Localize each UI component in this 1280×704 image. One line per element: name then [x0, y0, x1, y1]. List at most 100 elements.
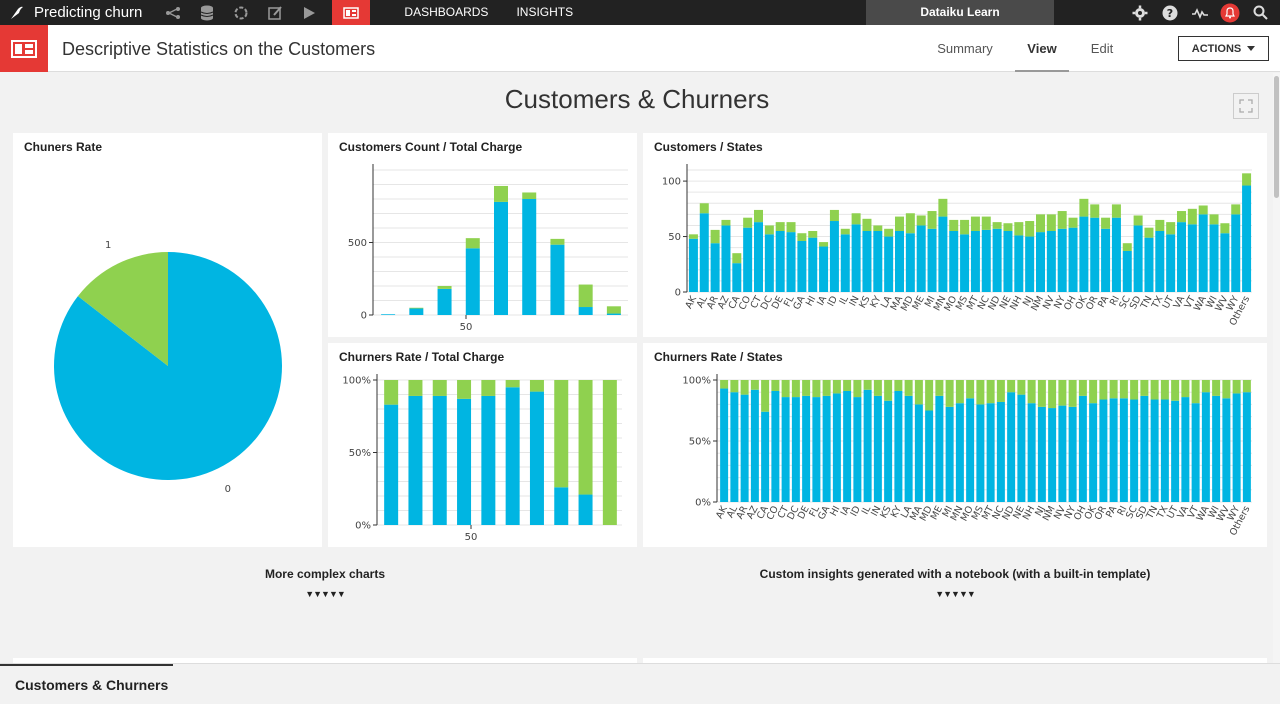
bar-segment — [1036, 232, 1045, 292]
datasets-icon[interactable] — [190, 0, 224, 25]
dashboard-icon[interactable] — [332, 0, 371, 25]
bar-segment — [949, 219, 959, 231]
bar-segment — [853, 397, 862, 502]
bar-segment — [1198, 214, 1208, 292]
bar-segment — [1027, 403, 1036, 502]
bar-segment — [925, 410, 934, 502]
x-tick-label: ID — [826, 294, 840, 308]
notebooks-icon[interactable] — [258, 0, 292, 25]
bar-segment — [1222, 398, 1231, 502]
gear-icon[interactable] — [1130, 3, 1150, 23]
bar-segment — [812, 380, 821, 398]
bar-segment — [895, 231, 904, 292]
x-tick-label: SC — [1117, 294, 1133, 311]
bar-segment — [522, 199, 537, 315]
bar-segment — [1068, 380, 1077, 407]
actions-button[interactable]: ACTIONS — [1178, 36, 1269, 61]
bar-segment — [884, 236, 894, 292]
bar-segment — [764, 234, 774, 292]
bar-segment — [761, 380, 770, 412]
tab-summary[interactable]: Summary — [937, 41, 993, 56]
fullscreen-button[interactable] — [1233, 93, 1259, 119]
bar-segment — [960, 219, 970, 235]
notifications-icon[interactable] — [1220, 3, 1240, 23]
help-icon[interactable]: ? — [1160, 3, 1180, 23]
bar-segment — [853, 380, 862, 398]
bar-segment — [791, 380, 800, 398]
x-tick-label: UT — [1165, 504, 1181, 521]
bar-segment — [986, 380, 995, 404]
bar-segment — [720, 388, 729, 502]
bar-chart-customers-states: 050100AKALARAZCACOCTDCDEFLGAHIIAIDILINKS… — [662, 164, 1252, 328]
page-tab-customers-churners[interactable]: Customers & Churners — [0, 664, 173, 704]
dashboard-badge-icon — [0, 25, 48, 72]
bar-segment — [1037, 380, 1046, 407]
pie-slice — [77, 252, 168, 366]
tab-view[interactable]: View — [1015, 25, 1069, 72]
project-name[interactable]: Predicting churn — [34, 4, 143, 21]
search-icon[interactable] — [1250, 3, 1270, 23]
bar-segment — [1201, 380, 1210, 393]
tile-customers-count-total-charge[interactable]: 0 500 50 Customers Count / Total Charge — [328, 133, 637, 337]
pie-label: 0 — [225, 484, 231, 495]
section-complex-charts: More complex charts — [264, 567, 386, 581]
bar-segment — [408, 380, 423, 396]
scrollbar-thumb[interactable] — [1274, 76, 1279, 198]
bar-segment — [1171, 380, 1180, 401]
bar-segment — [1140, 380, 1149, 396]
nav-insights[interactable]: INSIGHTS — [516, 5, 574, 19]
bar-segment — [1057, 211, 1067, 229]
nav-dashboards[interactable]: DASHBOARDS — [404, 5, 489, 19]
bar-segment — [832, 380, 841, 394]
bar-segment — [1099, 380, 1108, 400]
bar-segment — [938, 198, 948, 217]
bar-segment — [1058, 380, 1067, 406]
bar-segment — [730, 380, 739, 393]
bar-segment — [529, 380, 544, 392]
x-tick-label: NJ — [1033, 504, 1047, 518]
bar-segment — [1109, 398, 1118, 502]
recipes-icon[interactable] — [224, 0, 258, 25]
jobs-icon[interactable] — [292, 0, 326, 25]
bar-segment — [1058, 405, 1067, 502]
scrollbar-track[interactable] — [1273, 73, 1280, 664]
bar-segment — [1242, 380, 1251, 393]
x-tick-label: NE — [1011, 504, 1027, 521]
tile-churners-rate-states[interactable]: 0% 50% 100% AK AL AR AZ CA CO CT DC DE FL GA HI IA ID IL I… — [643, 343, 1267, 547]
top-navbar: Predicting churn DASHBOARDS INSIGHTS — [0, 0, 1280, 25]
workspace-name[interactable]: Dataiku Learn — [866, 0, 1054, 25]
bird-logo-icon[interactable] — [0, 0, 34, 25]
tile-churners-rate-total-charge[interactable]: 0% 50% 100% 50 Churners Rate / Total Charge — [328, 343, 637, 547]
bar-segment — [894, 390, 903, 502]
bar-segment — [1181, 397, 1190, 502]
bar-segment — [986, 403, 995, 502]
x-tick-label: NJ — [1021, 294, 1035, 308]
tab-edit[interactable]: Edit — [1090, 41, 1114, 56]
bar-segment — [721, 219, 731, 226]
bar-segment — [960, 234, 970, 292]
bar-segment — [808, 231, 818, 238]
bar-segment — [494, 185, 508, 202]
flow-icon[interactable] — [156, 0, 190, 25]
bar-segment — [465, 248, 480, 315]
bar-segment — [1181, 380, 1190, 398]
bar-segment — [721, 225, 731, 292]
tile-placeholder — [643, 658, 1267, 664]
bar-segment — [1046, 214, 1056, 231]
bar-segment — [1209, 224, 1219, 292]
bar-segment — [840, 234, 850, 292]
bar-segment — [1014, 222, 1024, 236]
bar-segment — [862, 231, 872, 292]
x-tick-label: PA — [1104, 504, 1119, 520]
activity-icon[interactable] — [1190, 3, 1210, 23]
bar-segment — [904, 395, 913, 502]
bar-segment — [764, 225, 774, 235]
bar-segment — [1090, 204, 1100, 218]
bar-segment — [1068, 217, 1078, 228]
bar-segment — [970, 231, 980, 292]
bar-segment — [550, 238, 565, 245]
bar-segment — [465, 238, 480, 249]
tile-customers-states[interactable]: 0 50 100 AK AL AR AZ CA CO CT DC DE FL GA HI IA ID IL IN KS… — [643, 133, 1267, 337]
bar-chart-churners-rate-charge: 0% 50% 100% 50 — [342, 374, 622, 543]
